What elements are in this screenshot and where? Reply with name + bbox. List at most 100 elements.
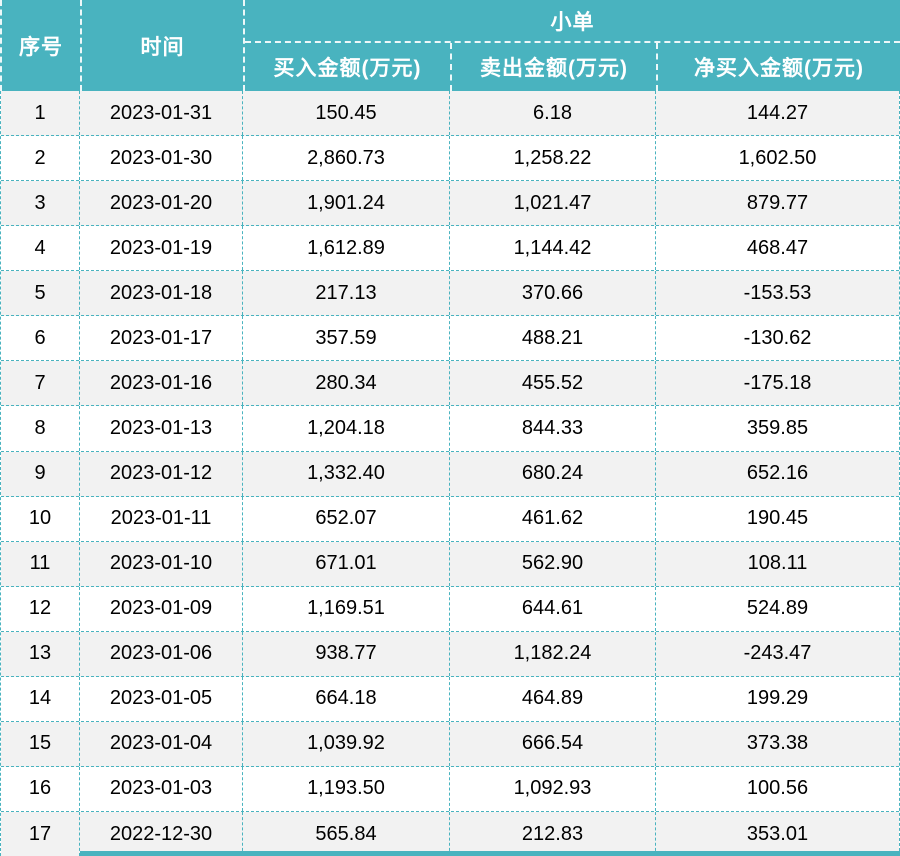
table-row: 3 2023-01-20 1,901.24 1,021.47 879.77 <box>1 181 899 227</box>
table-row: 1 2023-01-31 150.45 6.18 144.27 <box>1 91 899 137</box>
cell-net: 468.47 <box>746 236 809 259</box>
cell-net: -153.53 <box>743 281 812 304</box>
cell-date: 2023-01-04 <box>80 721 243 766</box>
table-row: 8 2023-01-13 1,204.18 844.33 359.85 <box>1 406 899 452</box>
header-col-index: 序号 <box>2 0 82 91</box>
header-group-small-order: 小单 <box>245 0 900 43</box>
cell-date: 2022-12-30 <box>80 812 243 856</box>
cell-sell: 562.90 <box>450 541 656 586</box>
cell-sell: 464.89 <box>450 676 656 721</box>
cell-date: 2023-01-09 <box>80 586 243 631</box>
cell-sell: 680.24 <box>450 451 656 496</box>
cell-buy: 217.13 <box>243 271 450 316</box>
table-row: 11 2023-01-10 671.01 562.90 108.11 <box>1 541 899 587</box>
cell-date: 2023-01-13 <box>80 406 243 451</box>
cell-index: 3 <box>1 181 80 226</box>
cell-buy: 664.18 <box>243 676 450 721</box>
header-col-time: 时间 <box>82 0 245 91</box>
table-row: 7 2023-01-16 280.34 455.52 -175.18 <box>1 361 899 407</box>
table-row: 10 2023-01-11 652.07 461.62 190.45 <box>1 496 899 542</box>
cell-buy: 2,860.73 <box>243 136 450 181</box>
cell-index: 9 <box>1 451 80 496</box>
table-row: 9 2023-01-12 1,332.40 680.24 652.16 <box>1 451 899 497</box>
cell-sell: 488.21 <box>450 316 656 361</box>
cell-index: 11 <box>1 541 80 586</box>
cell-sell: 1,021.47 <box>450 181 656 226</box>
cell-buy: 1,169.51 <box>243 586 450 631</box>
cell-sell: 461.62 <box>450 496 656 541</box>
cell-date: 2023-01-18 <box>80 271 243 316</box>
cell-index: 14 <box>1 676 80 721</box>
cell-sell: 1,182.24 <box>450 631 656 676</box>
cell-sell: 844.33 <box>450 406 656 451</box>
cell-sell: 666.54 <box>450 721 656 766</box>
table-row: 5 2023-01-18 217.13 370.66 -153.53 <box>1 271 899 317</box>
cell-index: 6 <box>1 316 80 361</box>
cell-sell: 212.83 <box>450 812 656 856</box>
cell-index: 16 <box>1 766 80 811</box>
cell-sell: 1,144.42 <box>450 226 656 271</box>
cell-date: 2023-01-05 <box>80 676 243 721</box>
cell-net: 879.77 <box>746 191 809 214</box>
table-row: 14 2023-01-05 664.18 464.89 199.29 <box>1 676 899 722</box>
table-row: 15 2023-01-04 1,039.92 666.54 373.38 <box>1 721 899 767</box>
cell-date: 2023-01-19 <box>80 226 243 271</box>
cell-net: -130.62 <box>743 326 812 349</box>
cell-index: 12 <box>1 586 80 631</box>
cell-net: 144.27 <box>746 101 809 124</box>
cell-date: 2023-01-11 <box>80 496 243 541</box>
cell-index: 5 <box>1 271 80 316</box>
cell-net: 100.56 <box>746 777 809 800</box>
cell-buy: 565.84 <box>243 812 450 856</box>
cell-index: 7 <box>1 361 80 406</box>
cell-net: 199.29 <box>746 687 809 710</box>
cell-buy: 1,039.92 <box>243 721 450 766</box>
cell-date: 2023-01-20 <box>80 181 243 226</box>
cell-net: 359.85 <box>746 416 809 439</box>
cell-net: 1,602.50 <box>738 146 817 169</box>
cell-buy: 1,332.40 <box>243 451 450 496</box>
cell-net: 353.01 <box>746 822 809 845</box>
header-col-net-buy-amount: 净买入金额(万元) <box>694 57 864 80</box>
cell-net: -175.18 <box>743 371 812 394</box>
table-row: 12 2023-01-09 1,169.51 644.61 524.89 <box>1 586 899 632</box>
cell-net: 373.38 <box>746 732 809 755</box>
cell-index: 10 <box>1 496 80 541</box>
cell-date: 2023-01-17 <box>80 316 243 361</box>
cell-buy: 150.45 <box>243 91 450 136</box>
header-col-sell-amount: 卖出金额(万元) <box>452 43 658 91</box>
cell-net: 524.89 <box>746 597 809 620</box>
cell-buy: 1,204.18 <box>243 406 450 451</box>
cell-buy: 357.59 <box>243 316 450 361</box>
table-row: 2 2023-01-30 2,860.73 1,258.22 1,602.50 <box>1 136 899 182</box>
cell-index: 2 <box>1 136 80 181</box>
cell-date: 2023-01-31 <box>80 91 243 136</box>
cell-sell: 1,258.22 <box>450 136 656 181</box>
cell-date: 2023-01-10 <box>80 541 243 586</box>
cell-buy: 1,901.24 <box>243 181 450 226</box>
table-row: 16 2023-01-03 1,193.50 1,092.93 100.56 <box>1 766 899 812</box>
cell-index: 8 <box>1 406 80 451</box>
cell-sell: 6.18 <box>450 91 656 136</box>
table-bottom-edge <box>80 851 900 856</box>
cell-sell: 1,092.93 <box>450 766 656 811</box>
cell-index: 15 <box>1 721 80 766</box>
cell-date: 2023-01-16 <box>80 361 243 406</box>
cell-buy: 1,612.89 <box>243 226 450 271</box>
table-body: 1 2023-01-31 150.45 6.18 144.27 2 2023-01-30 2,… <box>0 91 900 856</box>
cell-sell: 455.52 <box>450 361 656 406</box>
cell-net: 190.45 <box>746 507 809 530</box>
cell-sell: 370.66 <box>450 271 656 316</box>
cell-date: 2023-01-30 <box>80 136 243 181</box>
table-row: 4 2023-01-19 1,612.89 1,144.42 468.47 <box>1 226 899 272</box>
cell-date: 2023-01-06 <box>80 631 243 676</box>
cell-buy: 671.01 <box>243 541 450 586</box>
table-row: 6 2023-01-17 357.59 488.21 -130.62 <box>1 316 899 362</box>
cell-net: 652.16 <box>746 462 809 485</box>
table-row: 13 2023-01-06 938.77 1,182.24 -243.47 <box>1 631 899 677</box>
cell-net: 108.11 <box>747 552 808 575</box>
cell-date: 2023-01-12 <box>80 451 243 496</box>
cell-sell: 644.61 <box>450 586 656 631</box>
table-header: 序号 时间 小单 买入金额(万元) 卖出金额(万元) 净买入金额(万元) <box>0 0 900 91</box>
